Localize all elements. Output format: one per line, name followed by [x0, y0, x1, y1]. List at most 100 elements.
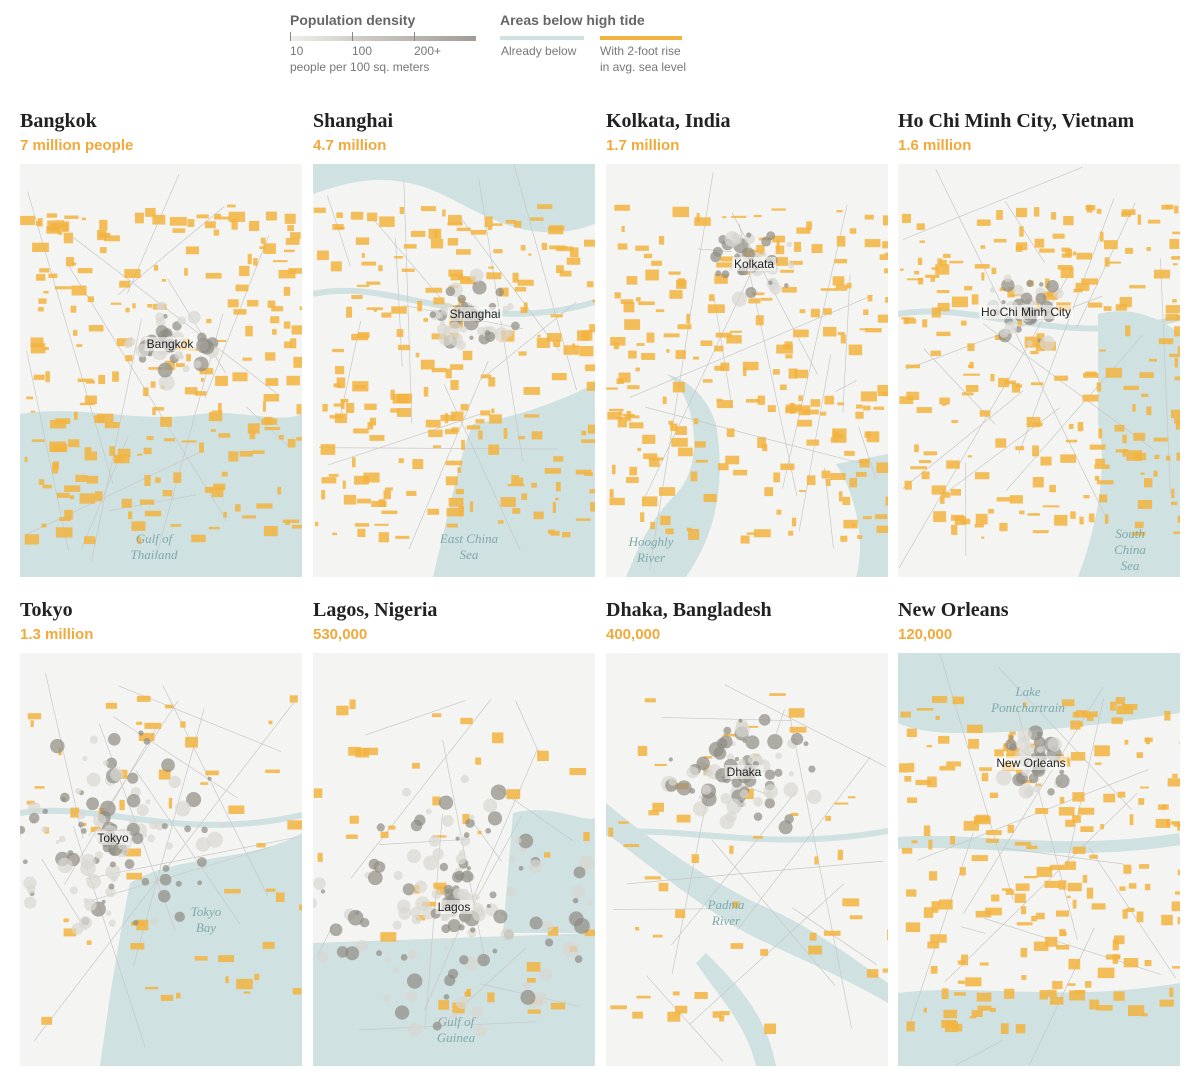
flood-area [1174, 357, 1178, 368]
flood-area [536, 337, 550, 349]
population-density-area [1059, 769, 1065, 775]
flood-area [1089, 999, 1100, 1010]
flood-area [877, 384, 888, 393]
flood-area [637, 447, 642, 452]
flood-area [981, 536, 985, 539]
flood-area [131, 521, 146, 531]
flood-area [696, 212, 700, 222]
flood-area [1030, 350, 1039, 355]
flood-area [923, 451, 938, 456]
population-density-area [197, 880, 203, 886]
flood-area [132, 303, 136, 309]
river [313, 287, 595, 317]
population-density-area [42, 808, 48, 815]
flood-area [1061, 247, 1070, 252]
flood-area [863, 405, 871, 411]
road [645, 406, 861, 464]
flood-area [756, 244, 765, 256]
flood-area [991, 894, 1000, 902]
flood-area [842, 496, 851, 506]
flood-area [381, 312, 392, 318]
flood-area [609, 489, 614, 498]
flood-area [74, 411, 78, 420]
flood-area [1096, 382, 1102, 392]
flood-area [773, 472, 781, 483]
flood-area [116, 338, 133, 347]
flood-area [235, 504, 241, 512]
flood-area [117, 448, 131, 458]
flood-map-graphic [606, 164, 888, 577]
road [791, 907, 878, 965]
flood-area [367, 212, 378, 222]
road [671, 791, 709, 975]
population-density-area [1012, 284, 1024, 296]
flood-area [462, 813, 470, 824]
flood-area [1169, 238, 1180, 249]
flood-area [1054, 514, 1068, 526]
road [1002, 847, 1125, 865]
flood-area [332, 348, 344, 353]
flood-area [967, 364, 972, 368]
flood-area [729, 845, 734, 854]
flood-area [764, 1023, 777, 1035]
flood-area [30, 410, 36, 413]
flood-area [460, 403, 469, 411]
flood-area [64, 485, 81, 492]
flood-area [428, 429, 443, 438]
flood-area [1095, 458, 1105, 466]
flood-area [175, 363, 185, 368]
flood-area [627, 385, 640, 390]
flood-area [104, 421, 120, 429]
population-density-area [124, 340, 132, 348]
flood-area [97, 413, 114, 424]
flood-area [810, 308, 820, 318]
flood-area [825, 478, 831, 486]
flood-area [931, 485, 946, 495]
flood-area [1061, 699, 1075, 707]
flood-area [173, 472, 182, 483]
flood-area [505, 219, 517, 224]
flood-area [814, 856, 819, 865]
population-density-area [175, 800, 191, 817]
flood-area [700, 340, 713, 346]
population-density-area [466, 866, 471, 871]
flood-area [109, 446, 116, 456]
population-density-area [803, 741, 809, 747]
population-density-area [784, 814, 794, 824]
flood-area [789, 260, 803, 265]
flood-area [832, 276, 845, 286]
population-density-area [431, 889, 442, 899]
flood-area [158, 769, 171, 780]
population-density-area [145, 799, 151, 805]
flood-area [967, 724, 983, 734]
flood-area [57, 231, 63, 235]
population-density-area [1001, 300, 1006, 305]
flood-area [606, 387, 618, 390]
flood-area [176, 992, 181, 999]
flood-area [412, 459, 424, 470]
flood-area [1125, 325, 1131, 337]
population-density-area [392, 920, 402, 930]
flood-area [278, 434, 284, 440]
flood-area [63, 221, 70, 232]
population-density-area [187, 310, 201, 324]
flood-area [200, 782, 209, 785]
flood-area [162, 489, 173, 497]
flood-area [849, 915, 863, 920]
flood-area [1034, 238, 1045, 248]
flood-area [1148, 358, 1157, 362]
flood-area [503, 428, 508, 439]
flood-area [802, 409, 819, 415]
flood-area [253, 258, 258, 266]
flood-area [1015, 446, 1025, 451]
flood-area [290, 232, 301, 239]
population-density-area [573, 866, 586, 879]
population-density-area [460, 835, 471, 847]
flood-area [976, 992, 992, 1002]
flood-area [910, 466, 928, 470]
water-label-line2: Bay [195, 920, 217, 935]
flood-area [900, 268, 904, 271]
population-density-scale [290, 36, 476, 41]
flood-area [1065, 439, 1078, 443]
flood-area [533, 511, 544, 520]
